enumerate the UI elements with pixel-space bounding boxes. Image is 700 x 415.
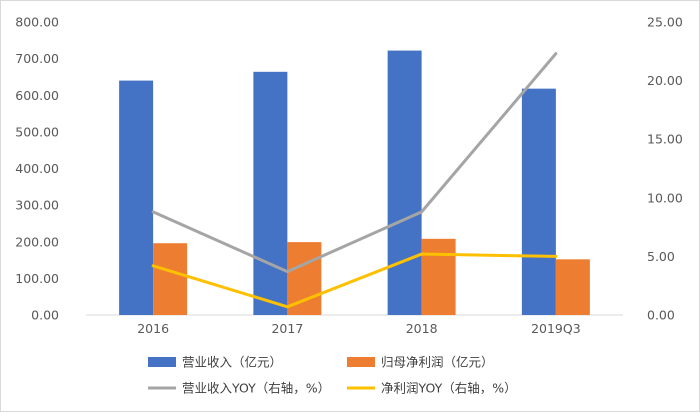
right-axis-tick-label: 5.00 bbox=[647, 249, 675, 264]
left-axis-tick-label: 400.00 bbox=[15, 161, 59, 176]
left-axis-tick-label: 200.00 bbox=[15, 234, 59, 249]
bar-net-profit bbox=[555, 259, 590, 315]
bars-layer bbox=[119, 50, 590, 315]
right-axis-tick-label: 20.00 bbox=[647, 73, 683, 88]
x-axis-tick-label: 2018 bbox=[406, 321, 438, 336]
series-line-profit-yoy bbox=[151, 252, 558, 309]
x-axis-tick-label: 2016 bbox=[137, 321, 169, 336]
x-axis-tick-label: 2019Q3 bbox=[531, 321, 581, 336]
legend: 营业收入（亿元） 归母净利润（亿元） 营业收入YOY（右轴，%） 净利润YOY（右轴，… bbox=[148, 355, 517, 396]
right-axis-tick-label: 15.00 bbox=[647, 132, 683, 147]
legend-label: 归母净利润（亿元） bbox=[381, 355, 494, 370]
left-axis-tick-label: 700.00 bbox=[15, 51, 59, 66]
legend-item-revenue-yoy: 营业收入YOY（右轴，%） bbox=[148, 381, 330, 396]
left-axis-tick-label: 500.00 bbox=[15, 124, 59, 139]
right-axis-tick-label: 25.00 bbox=[647, 15, 683, 30]
left-axis-tick-label: 0.00 bbox=[31, 308, 59, 323]
series-line-revenue-yoy bbox=[151, 52, 558, 274]
lines-layer bbox=[151, 52, 558, 309]
legend-item-net-profit: 归母净利润（亿元） bbox=[347, 355, 494, 370]
left-axis-tick-label: 600.00 bbox=[15, 88, 59, 103]
axes-layer: 0.00 100.00 200.00 300.00 400.00 500.00 600.00… bbox=[15, 15, 683, 337]
right-axis-tick-label: 0.00 bbox=[647, 308, 675, 323]
bar-revenue bbox=[253, 71, 288, 315]
left-axis-tick-label: 800.00 bbox=[15, 15, 59, 30]
legend-swatch bbox=[148, 357, 176, 367]
bar-net-profit bbox=[421, 238, 456, 315]
legend-label: 营业收入YOY（右轴，%） bbox=[182, 381, 330, 396]
legend-label: 净利润YOY（右轴，%） bbox=[381, 381, 517, 396]
right-axis-tick-label: 10.00 bbox=[647, 190, 683, 205]
bar-revenue bbox=[521, 88, 556, 315]
bar-net-profit bbox=[153, 243, 188, 315]
left-axis-tick-label: 300.00 bbox=[15, 198, 59, 213]
bar-net-profit bbox=[287, 242, 322, 315]
legend-item-revenue: 营业收入（亿元） bbox=[148, 355, 282, 370]
legend-swatch bbox=[347, 357, 375, 367]
legend-item-profit-yoy: 净利润YOY（右轴，%） bbox=[347, 381, 517, 396]
legend-label: 营业收入（亿元） bbox=[182, 355, 282, 370]
x-axis-tick-label: 2017 bbox=[271, 321, 303, 336]
bar-revenue bbox=[119, 80, 154, 315]
left-axis-tick-label: 100.00 bbox=[15, 271, 59, 286]
bar-revenue bbox=[387, 50, 422, 315]
